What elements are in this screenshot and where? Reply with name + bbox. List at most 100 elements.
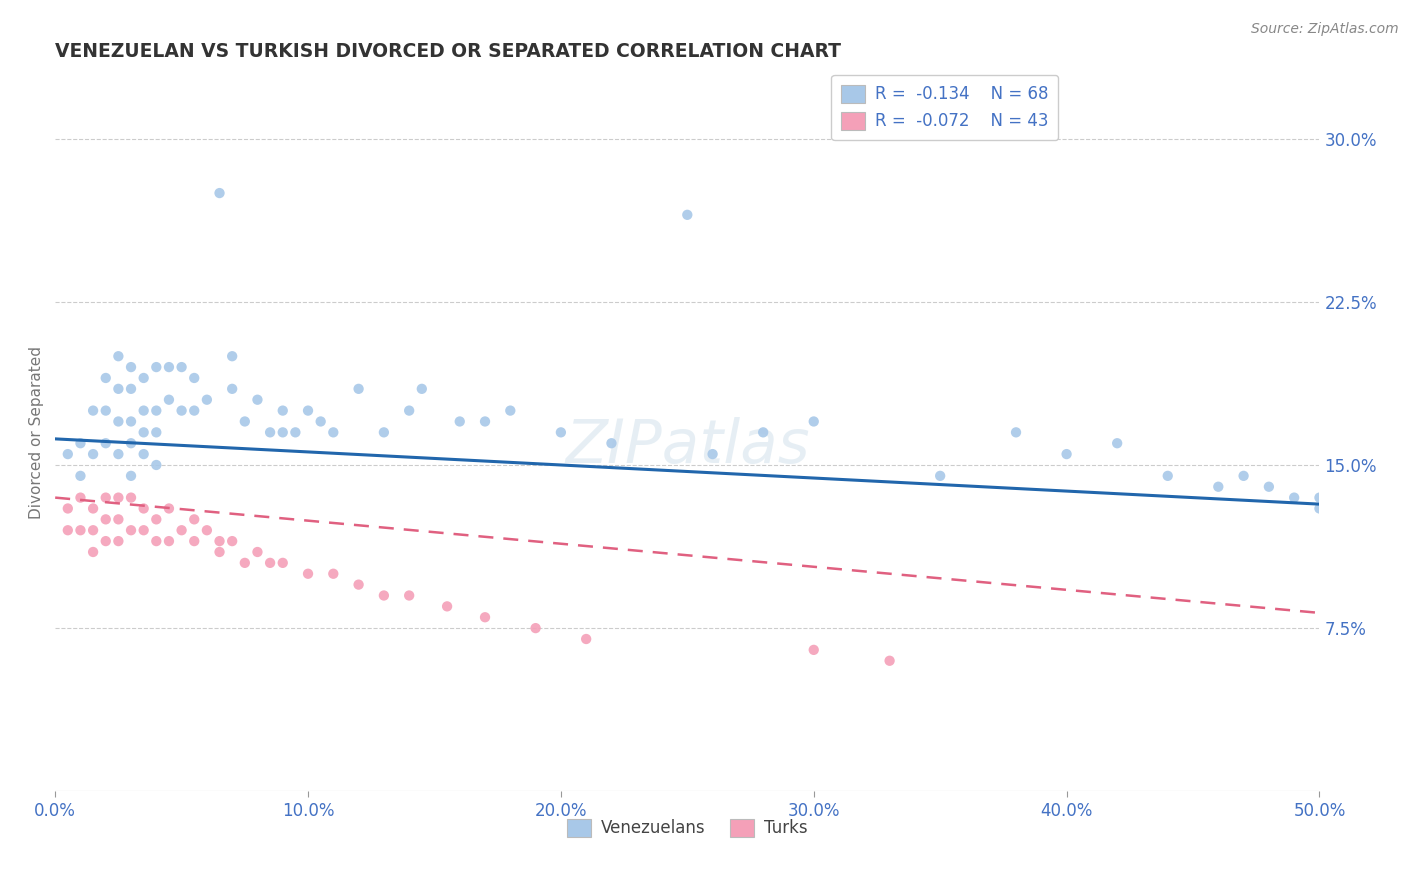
Point — [1308, 501, 1330, 516]
Point — [145, 403, 167, 417]
Point — [436, 599, 458, 614]
Point — [94, 371, 117, 385]
Point — [183, 512, 205, 526]
Point — [170, 523, 193, 537]
Point — [107, 491, 129, 505]
Point — [145, 425, 167, 440]
Text: Source: ZipAtlas.com: Source: ZipAtlas.com — [1251, 22, 1399, 37]
Text: VENEZUELAN VS TURKISH DIVORCED OR SEPARATED CORRELATION CHART: VENEZUELAN VS TURKISH DIVORCED OR SEPARA… — [55, 42, 841, 61]
Point — [1257, 480, 1279, 494]
Point — [56, 447, 79, 461]
Point — [474, 415, 496, 429]
Point — [1005, 425, 1028, 440]
Point — [145, 534, 167, 549]
Point — [132, 447, 155, 461]
Point — [221, 382, 243, 396]
Point — [297, 566, 319, 581]
Point — [600, 436, 623, 450]
Point — [82, 501, 104, 516]
Point — [1308, 491, 1330, 505]
Point — [94, 403, 117, 417]
Point — [373, 589, 395, 603]
Point — [398, 589, 420, 603]
Point — [56, 523, 79, 537]
Point — [259, 556, 281, 570]
Point — [132, 371, 155, 385]
Point — [69, 523, 91, 537]
Point — [702, 447, 724, 461]
Point — [803, 643, 825, 657]
Point — [157, 534, 180, 549]
Point — [259, 425, 281, 440]
Point — [69, 468, 91, 483]
Point — [297, 403, 319, 417]
Point — [322, 425, 344, 440]
Point — [183, 403, 205, 417]
Point — [82, 403, 104, 417]
Point — [69, 436, 91, 450]
Point — [170, 403, 193, 417]
Legend: Venezuelans, Turks: Venezuelans, Turks — [561, 812, 814, 844]
Point — [195, 523, 218, 537]
Point — [499, 403, 522, 417]
Point — [107, 512, 129, 526]
Point — [309, 415, 332, 429]
Point — [120, 360, 142, 375]
Point — [271, 556, 294, 570]
Point — [120, 468, 142, 483]
Point — [107, 415, 129, 429]
Point — [157, 392, 180, 407]
Point — [107, 349, 129, 363]
Point — [449, 415, 471, 429]
Point — [132, 501, 155, 516]
Point — [107, 534, 129, 549]
Point — [107, 382, 129, 396]
Point — [575, 632, 598, 646]
Point — [221, 534, 243, 549]
Point — [82, 447, 104, 461]
Point — [398, 403, 420, 417]
Point — [82, 545, 104, 559]
Point — [1056, 447, 1078, 461]
Point — [246, 392, 269, 407]
Point — [120, 436, 142, 450]
Point — [676, 208, 699, 222]
Point — [752, 425, 775, 440]
Point — [145, 512, 167, 526]
Point — [208, 534, 231, 549]
Point — [82, 523, 104, 537]
Point — [94, 491, 117, 505]
Point — [411, 382, 433, 396]
Point — [145, 458, 167, 472]
Point — [233, 415, 256, 429]
Point — [1157, 468, 1180, 483]
Point — [322, 566, 344, 581]
Point — [929, 468, 952, 483]
Point — [132, 425, 155, 440]
Text: ZIPatlas: ZIPatlas — [565, 417, 810, 476]
Point — [284, 425, 307, 440]
Point — [246, 545, 269, 559]
Point — [271, 403, 294, 417]
Point — [524, 621, 547, 635]
Point — [347, 577, 370, 591]
Point — [120, 415, 142, 429]
Point — [132, 403, 155, 417]
Point — [120, 523, 142, 537]
Y-axis label: Divorced or Separated: Divorced or Separated — [30, 346, 44, 519]
Point — [195, 392, 218, 407]
Point — [208, 545, 231, 559]
Point — [474, 610, 496, 624]
Point — [183, 371, 205, 385]
Point — [271, 425, 294, 440]
Point — [132, 523, 155, 537]
Point — [803, 415, 825, 429]
Point — [56, 501, 79, 516]
Point — [1232, 468, 1254, 483]
Point — [208, 186, 231, 200]
Point — [347, 382, 370, 396]
Point — [170, 360, 193, 375]
Point — [879, 654, 901, 668]
Point — [94, 534, 117, 549]
Point — [107, 447, 129, 461]
